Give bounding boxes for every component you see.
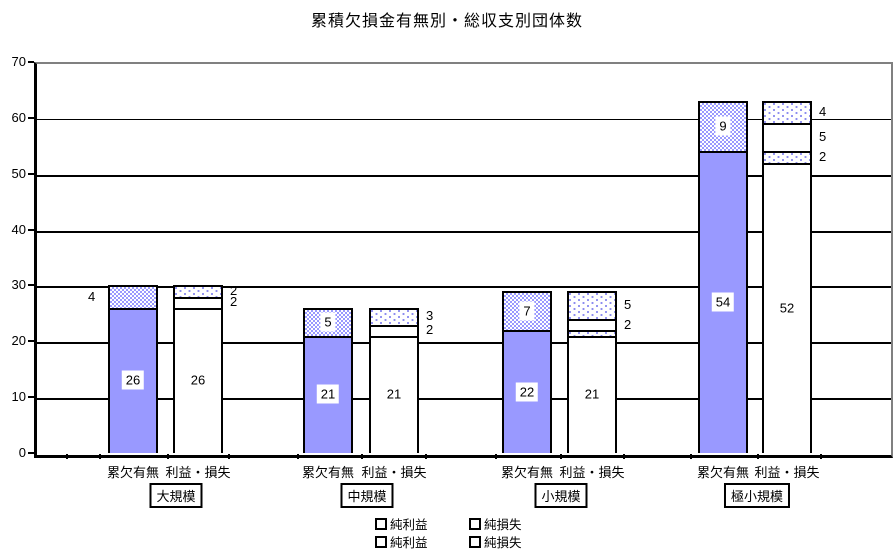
white-square-icon	[469, 535, 481, 548]
white-square-icon	[375, 535, 387, 548]
x-axis-group-label: 極小規模	[723, 483, 791, 508]
x-axis-category-label: 累欠有無	[106, 465, 160, 480]
bar-segment-hatch	[502, 291, 552, 331]
legend-item: 純損失	[469, 532, 522, 551]
y-axis-tick	[28, 116, 34, 119]
bar-segment-dots	[762, 101, 812, 124]
segment-value-label: 21	[580, 384, 604, 404]
segment-value-label: 21	[316, 384, 340, 404]
x-axis-tick	[228, 454, 230, 459]
gridline	[37, 230, 891, 233]
x-axis-category-label: 利益・損失	[559, 465, 625, 480]
legend-item: 純利益	[375, 514, 428, 533]
y-axis-tick-label: 60	[11, 109, 26, 125]
x-axis-tick	[560, 454, 562, 459]
y-axis-tick	[28, 284, 34, 287]
segment-value-label: 2	[426, 322, 434, 338]
x-axis-category-label: 累欠有無	[500, 465, 554, 480]
chart-title: 累積欠損金有無別・総収支別団体数	[310, 13, 584, 30]
y-axis-tick-label: 40	[11, 221, 26, 237]
x-axis-tick	[757, 454, 759, 459]
segment-value-label: 5	[819, 129, 827, 145]
segment-value-label: 4	[88, 288, 96, 304]
bar-segment-white	[762, 123, 812, 152]
segment-value-label: 2	[230, 294, 238, 310]
legend-item: 純利益	[375, 532, 428, 551]
x-axis-tick	[495, 454, 497, 459]
legend-label: 純損失	[484, 518, 522, 532]
x-axis-category-label: 累欠有無	[696, 465, 750, 480]
x-axis-tick	[99, 454, 101, 459]
x-axis-tick	[66, 454, 68, 459]
segment-value-label: 2	[230, 283, 238, 298]
bar-segment-hatch	[108, 285, 158, 308]
segment-value-label: 3	[426, 308, 434, 324]
segment-value-label: 5	[624, 296, 632, 312]
segment-value-label: 26	[186, 370, 210, 390]
bar-segment-white	[369, 324, 419, 336]
x-axis-category-label: 利益・損失	[361, 465, 427, 480]
x-axis-tick	[623, 454, 625, 459]
gridline	[37, 174, 891, 177]
y-axis-tick-label: 50	[11, 165, 26, 181]
segment-value-label: 2	[819, 148, 827, 164]
segment-value-label: 26	[121, 370, 145, 390]
segment-value-label: 9	[715, 116, 731, 136]
bar-segment-hatch	[698, 101, 748, 152]
legend-label: 純損失	[484, 536, 522, 550]
segment-value-label: 5	[320, 312, 336, 332]
white-square-icon	[469, 517, 481, 530]
bar-segment-dots	[369, 307, 419, 325]
x-axis-tick	[167, 454, 169, 459]
bar-segment-dots	[567, 291, 617, 319]
x-axis-tick	[425, 454, 427, 459]
y-axis-tick	[28, 452, 34, 454]
y-axis-tick-label: 10	[11, 389, 26, 405]
legend-item: 純損失	[469, 514, 522, 533]
x-axis-category-label: 利益・損失	[754, 465, 820, 480]
bar-segment-white	[173, 296, 223, 308]
segment-value-label: 54	[711, 292, 735, 312]
gridline	[37, 342, 891, 345]
bar-segment-dots	[173, 285, 223, 297]
gridline	[37, 286, 891, 289]
segment-value-label: 21	[382, 384, 406, 404]
x-axis-category-label: 累欠有無	[301, 465, 355, 480]
segment-value-label: 22	[515, 382, 539, 402]
segment-value-label: 52	[775, 298, 799, 318]
legend-label: 純利益	[390, 536, 428, 550]
white-square-icon	[375, 517, 387, 530]
x-axis-group-label: 中規模	[340, 483, 394, 508]
x-axis-group-label: 大規模	[149, 483, 203, 508]
segment-value-label: 7	[519, 301, 535, 321]
y-axis-tick-label: 0	[18, 445, 26, 460]
y-axis-tick	[28, 228, 34, 231]
y-axis-tick	[28, 396, 34, 399]
segment-value-label: 2	[624, 316, 632, 332]
y-axis-tick-label: 70	[11, 54, 26, 69]
y-axis-tick	[28, 340, 34, 343]
bar-segment-dots	[762, 151, 812, 163]
legend-label: 純利益	[390, 518, 428, 532]
x-axis-tick	[820, 454, 822, 459]
bar-segment-dots	[567, 330, 617, 336]
x-axis-group-label: 小規模	[534, 483, 588, 508]
y-axis-tick	[28, 61, 34, 63]
segment-value-label: 4	[819, 104, 827, 120]
gridline	[37, 118, 891, 120]
bar-segment-white	[567, 318, 617, 331]
x-axis-tick	[297, 454, 299, 459]
x-axis-tick	[690, 454, 692, 459]
gridline	[37, 398, 891, 401]
x-axis-category-label: 利益・損失	[165, 465, 231, 480]
y-axis-tick-label: 30	[11, 277, 26, 293]
y-axis-tick	[28, 172, 34, 175]
y-axis-tick-label: 20	[11, 333, 26, 349]
x-axis-tick	[361, 454, 363, 459]
